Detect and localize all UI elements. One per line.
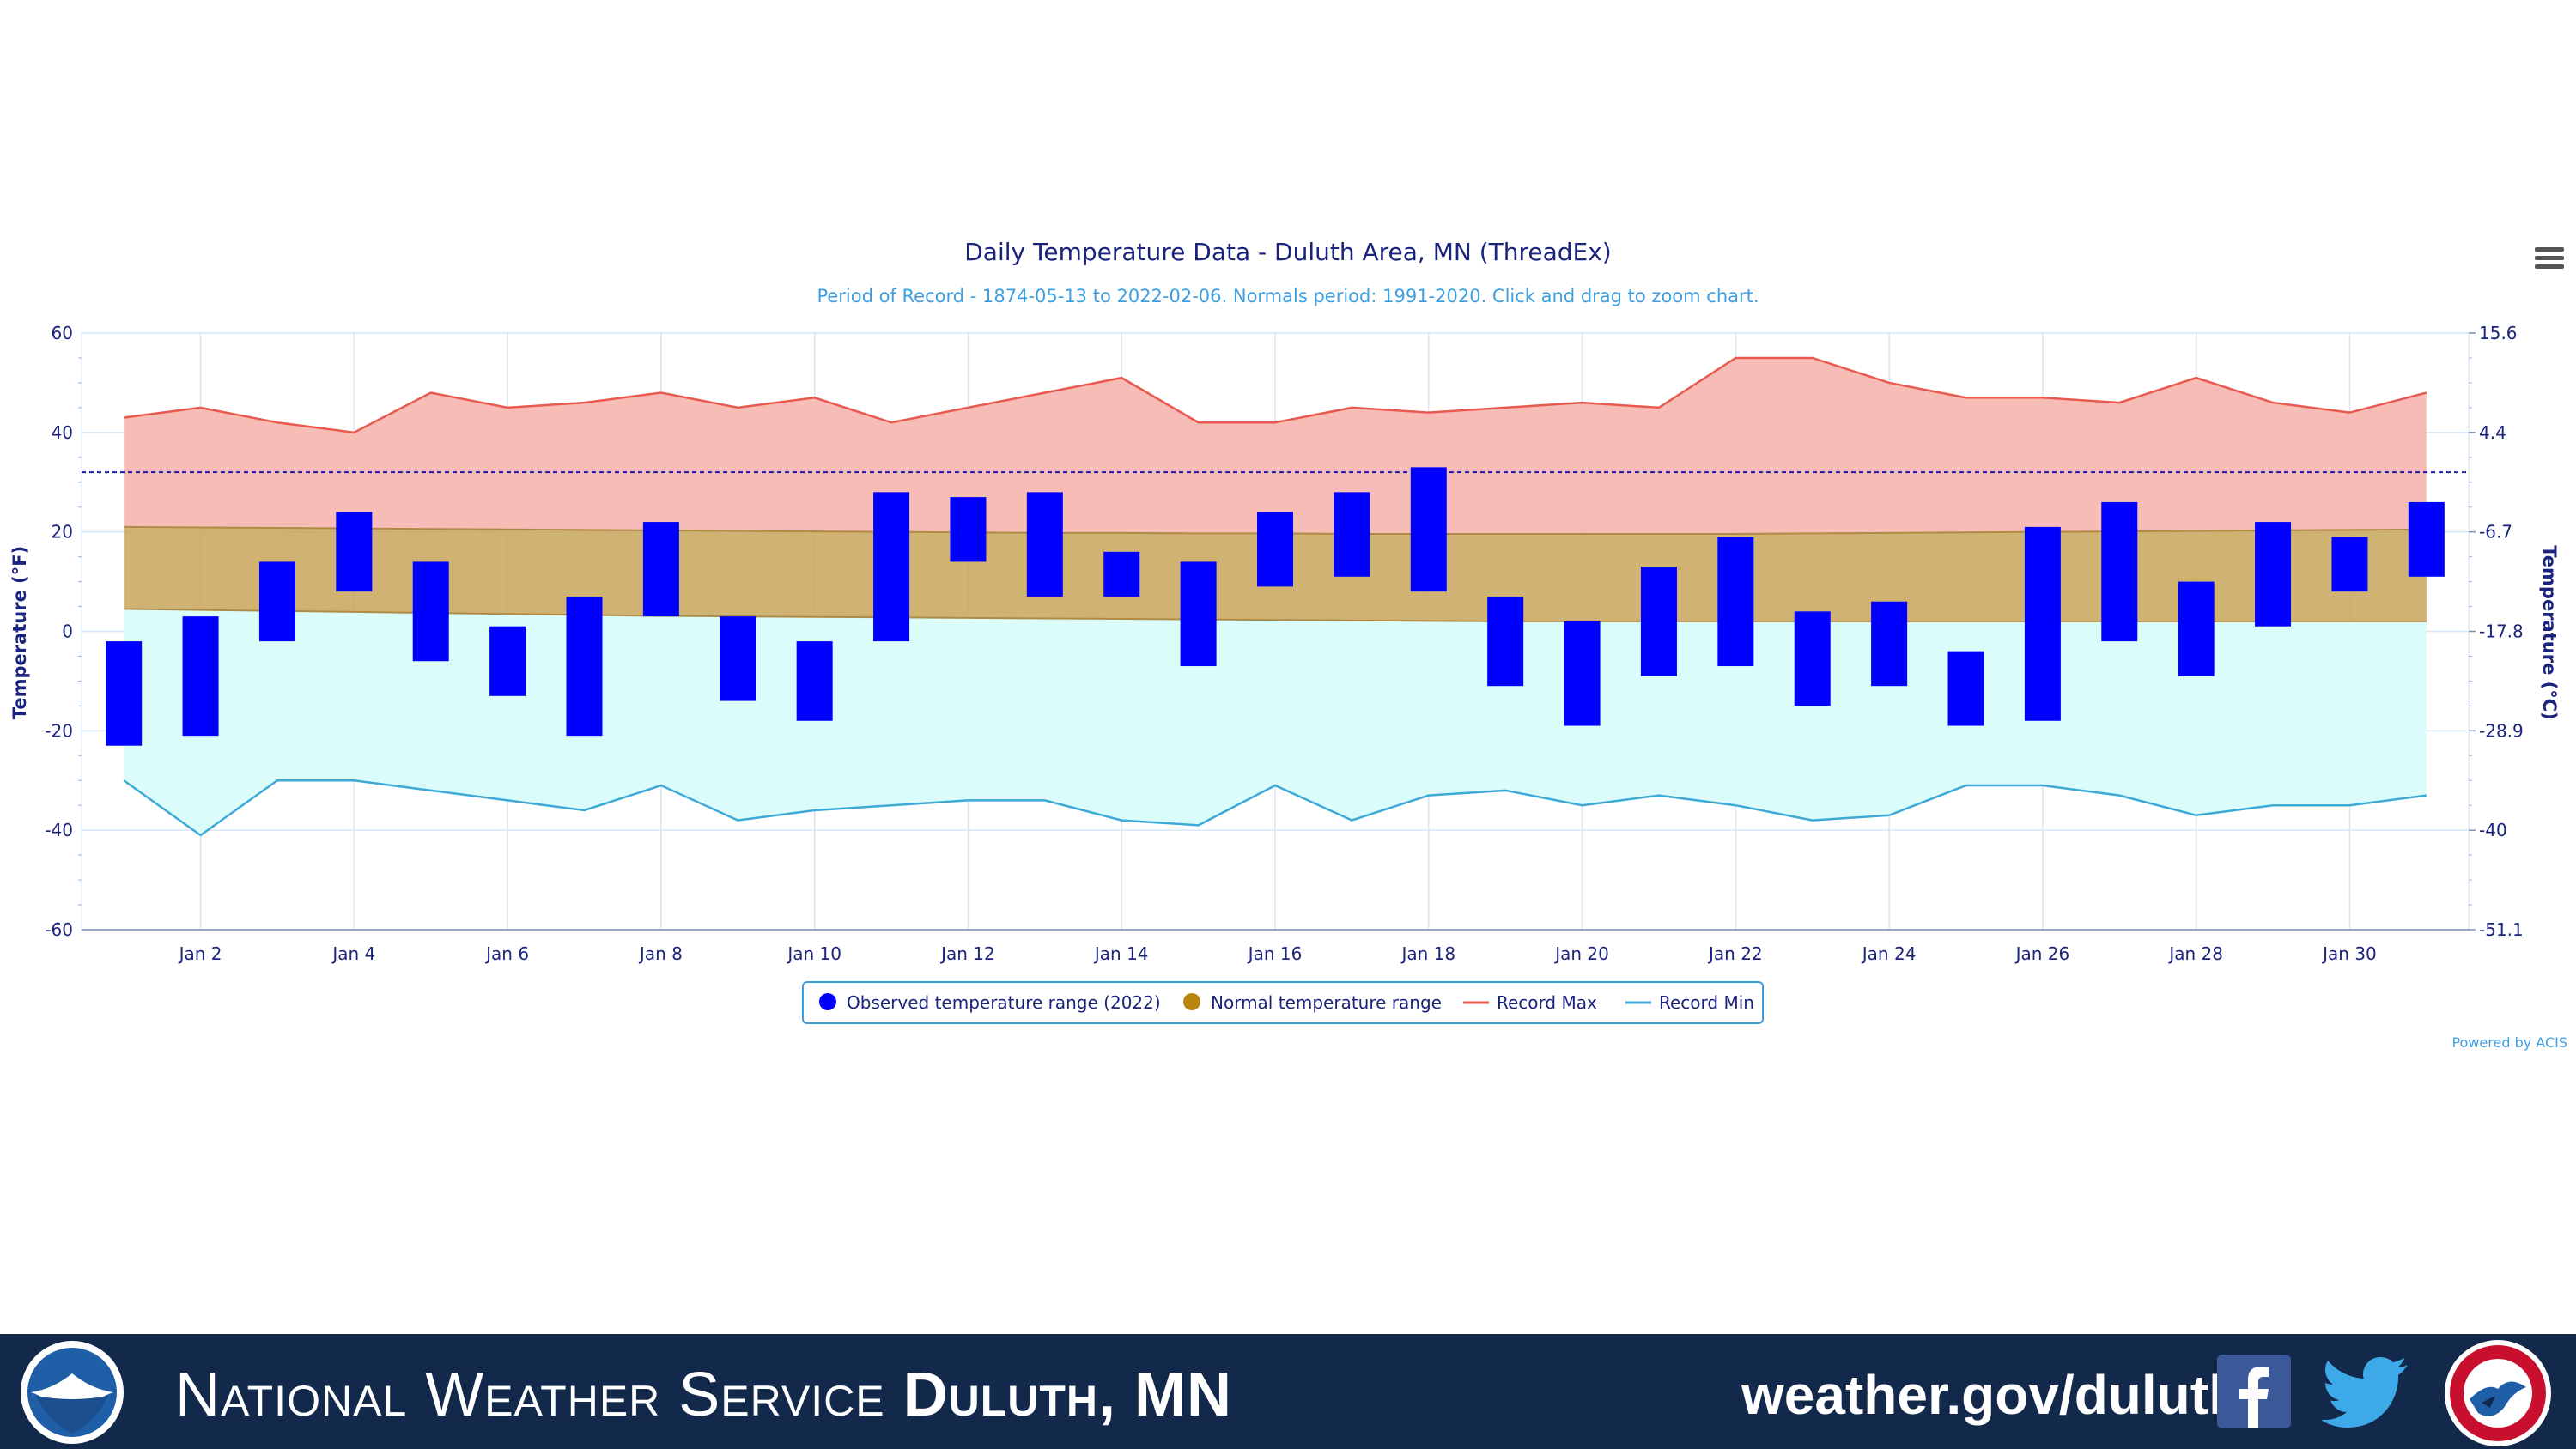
- y-axis-title-right: Temperature (°C): [2539, 545, 2560, 719]
- observed-bar[interactable]: [1794, 611, 1831, 706]
- record-min-area: [124, 609, 2427, 835]
- noaa-logo: [21, 1341, 124, 1444]
- observed-bar[interactable]: [2024, 526, 2061, 721]
- nws-logo: [2445, 1340, 2551, 1446]
- observed-bar[interactable]: [1334, 492, 1370, 577]
- footer-office: Duluth, MN: [902, 1361, 1232, 1429]
- chart[interactable]: Daily Temperature Data - Duluth Area, MN…: [0, 0, 2576, 1116]
- observed-bar[interactable]: [1410, 467, 1447, 592]
- observed-bar[interactable]: [1640, 567, 1677, 676]
- legend-item-record-max[interactable]: Record Max: [1463, 992, 1597, 1013]
- legend-label-normal: Normal temperature range: [1211, 992, 1442, 1013]
- observed-bar[interactable]: [1871, 601, 1908, 687]
- credits-link[interactable]: Powered by ACIS: [2451, 1034, 2567, 1051]
- observed-bar[interactable]: [106, 641, 143, 746]
- x-tick-label: Jan 10: [786, 943, 841, 964]
- chart-subtitle: Period of Record - 1874-05-13 to 2022-02…: [817, 286, 1759, 306]
- x-tick-label: Jan 14: [1093, 943, 1149, 964]
- facebook-icon[interactable]: [2217, 1355, 2291, 1428]
- record-max-area: [124, 357, 2427, 534]
- footer-agency: National Weather Service: [175, 1361, 885, 1429]
- y-tick-label-right: -28.9: [2479, 720, 2524, 741]
- observed-bar[interactable]: [1487, 596, 1524, 687]
- observed-bar[interactable]: [796, 641, 833, 721]
- y-tick-label-left: 40: [52, 422, 73, 443]
- observed-bar[interactable]: [2178, 581, 2215, 676]
- x-tick-label: Jan 28: [2167, 943, 2223, 964]
- observed-bar[interactable]: [2255, 522, 2292, 627]
- x-tick-label: Jan 20: [1553, 943, 1609, 964]
- y-tick-label-right: -40: [2479, 820, 2507, 840]
- y-tick-label-left: -60: [45, 919, 73, 940]
- y-tick-label-left: 60: [52, 323, 73, 343]
- observed-bar[interactable]: [2408, 501, 2445, 577]
- legend-marker-normal: [1183, 993, 1200, 1010]
- observed-bar[interactable]: [336, 512, 373, 592]
- footer-banner: [0, 1334, 2576, 1449]
- observed-bar[interactable]: [2101, 501, 2138, 642]
- observed-bar[interactable]: [1717, 537, 1754, 667]
- x-tick-label: Jan 16: [1247, 943, 1303, 964]
- observed-bar[interactable]: [1257, 512, 1293, 587]
- record-min-line: [123, 779, 2427, 837]
- legend-item-normal[interactable]: Normal temperature range: [1183, 992, 1442, 1013]
- x-tick-label: Jan 4: [331, 943, 375, 964]
- legend-label-record-max: Record Max: [1497, 992, 1597, 1013]
- observed-bar[interactable]: [489, 626, 526, 696]
- y-axis-title-left: Temperature (°F): [9, 546, 30, 719]
- y-tick-label-left: 20: [52, 522, 73, 543]
- observed-bar[interactable]: [1180, 561, 1217, 667]
- legend-label-observed: Observed temperature range (2022): [847, 992, 1161, 1013]
- chart-title: Daily Temperature Data - Duluth Area, MN…: [964, 238, 1611, 266]
- footer-url[interactable]: weather.gov/duluth: [1741, 1364, 2243, 1426]
- observed-bars: [106, 467, 2445, 746]
- y-tick-label-left: -40: [45, 820, 73, 840]
- observed-bar[interactable]: [720, 616, 756, 701]
- x-tick-label: Jan 2: [178, 943, 222, 964]
- legend-item-record-min[interactable]: Record Min: [1625, 992, 1754, 1013]
- record-max-line: [124, 356, 2427, 434]
- observed-bar[interactable]: [182, 616, 219, 737]
- record-areas: [124, 357, 2427, 835]
- observed-bar[interactable]: [258, 561, 295, 642]
- legend-label-record-min: Record Min: [1659, 992, 1754, 1013]
- hamburger-menu-icon[interactable]: [2535, 247, 2564, 273]
- y-tick-label-left: 0: [62, 621, 73, 642]
- x-tick-label: Jan 24: [1861, 943, 1917, 964]
- observed-bar[interactable]: [412, 561, 449, 662]
- y-tick-label-left: -20: [45, 720, 73, 741]
- x-tick-label: Jan 8: [638, 943, 683, 964]
- x-tick-label: Jan 30: [2321, 943, 2377, 964]
- observed-bar[interactable]: [642, 522, 679, 617]
- axes: 60 15.6 40 4.4 20 -6.7 0 -17.8 -20 -28.9 -40 -40 -60…: [45, 323, 2523, 964]
- legend: Observed temperature range (2022) Normal…: [802, 981, 1764, 1024]
- legend-marker-observed: [819, 993, 836, 1010]
- twitter-icon[interactable]: [2318, 1356, 2409, 1430]
- y-tick-label-right: -6.7: [2479, 522, 2512, 543]
- y-tick-label-right: -51.1: [2479, 919, 2524, 940]
- y-tick-label-right: 15.6: [2479, 323, 2518, 343]
- x-tick-label: Jan 22: [1707, 943, 1763, 964]
- observed-bar[interactable]: [1947, 651, 1984, 726]
- footer-agency-title: National Weather Service Duluth, MN: [175, 1356, 1232, 1434]
- legend-item-observed[interactable]: Observed temperature range (2022): [819, 992, 1161, 1013]
- x-tick-label: Jan 6: [484, 943, 529, 964]
- x-tick-label: Jan 12: [939, 943, 995, 964]
- observed-bar[interactable]: [1564, 621, 1601, 726]
- observed-bar[interactable]: [2331, 537, 2368, 592]
- observed-bar[interactable]: [566, 596, 603, 737]
- x-tick-label: Jan 26: [2014, 943, 2070, 964]
- observed-bar[interactable]: [950, 497, 987, 562]
- y-tick-label-right: 4.4: [2479, 422, 2506, 443]
- observed-bar[interactable]: [1103, 551, 1140, 597]
- x-tick-label: Jan 18: [1400, 943, 1455, 964]
- y-tick-label-right: -17.8: [2479, 621, 2524, 642]
- observed-bar[interactable]: [1026, 492, 1063, 597]
- observed-bar[interactable]: [873, 492, 910, 642]
- legend-box: [802, 981, 1764, 1024]
